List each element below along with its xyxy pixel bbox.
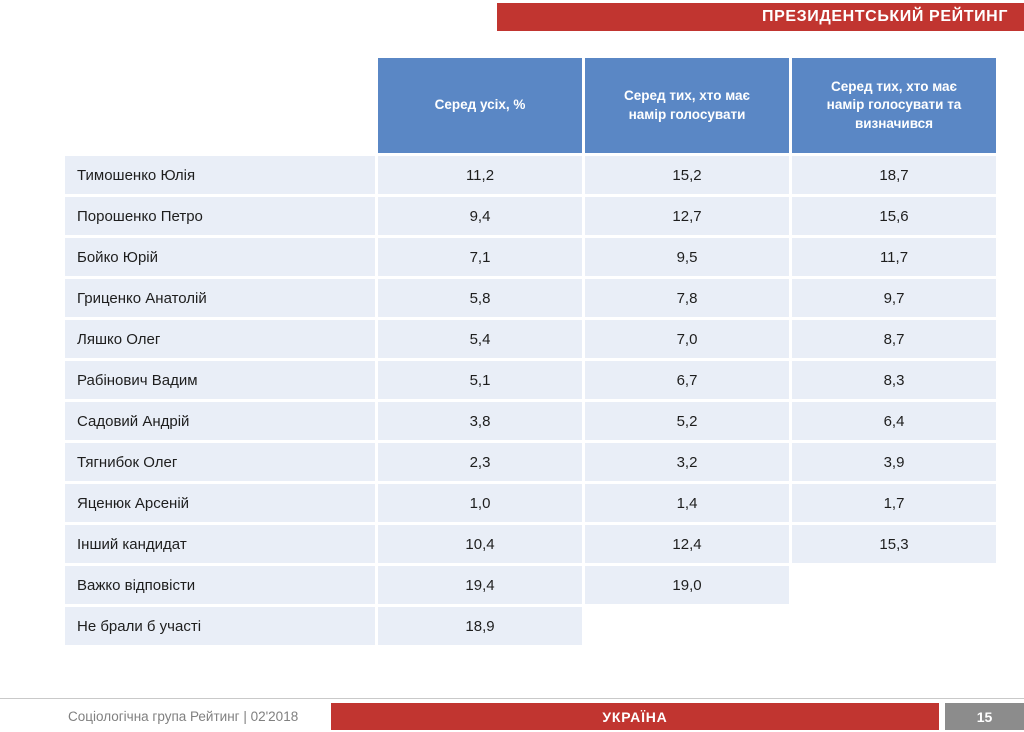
value-intend (585, 607, 789, 645)
value-all: 2,3 (378, 443, 582, 481)
value-intend: 1,4 (585, 484, 789, 522)
footer-divider (0, 698, 1024, 699)
value-intend: 9,5 (585, 238, 789, 276)
footer-region-label: УКРАЇНА (602, 708, 668, 725)
candidate-name: Бойко Юрій (65, 238, 375, 276)
value-all: 9,4 (378, 197, 582, 235)
candidate-name: Ляшко Олег (65, 320, 375, 358)
page-number-box: 15 (945, 703, 1024, 730)
value-decided (792, 566, 996, 604)
column-header-all: Серед усіх, % (378, 58, 582, 153)
value-all: 10,4 (378, 525, 582, 563)
candidate-name: Рабінович Вадим (65, 361, 375, 399)
candidate-name: Тягнибок Олег (65, 443, 375, 481)
value-all: 5,8 (378, 279, 582, 317)
value-decided (792, 607, 996, 645)
value-decided: 18,7 (792, 156, 996, 194)
value-decided: 11,7 (792, 238, 996, 276)
value-decided: 15,6 (792, 197, 996, 235)
candidate-name: Порошенко Петро (65, 197, 375, 235)
value-intend: 12,4 (585, 525, 789, 563)
column-header-decided: Серед тих, хто має намір голосувати та в… (792, 58, 996, 153)
value-intend: 6,7 (585, 361, 789, 399)
value-intend: 7,8 (585, 279, 789, 317)
value-all: 3,8 (378, 402, 582, 440)
value-decided: 9,7 (792, 279, 996, 317)
candidate-name: Яценюк Арсеній (65, 484, 375, 522)
value-intend: 15,2 (585, 156, 789, 194)
value-all: 5,4 (378, 320, 582, 358)
candidate-name: Не брали б участі (65, 607, 375, 645)
value-decided: 15,3 (792, 525, 996, 563)
page-title: ПРЕЗИДЕНТСЬКИЙ РЕЙТИНГ (762, 8, 1008, 25)
title-banner: ПРЕЗИДЕНТСЬКИЙ РЕЙТИНГ (497, 3, 1024, 31)
column-header-intend: Серед тих, хто має намір голосувати (585, 58, 789, 153)
value-all: 7,1 (378, 238, 582, 276)
value-intend: 5,2 (585, 402, 789, 440)
value-intend: 3,2 (585, 443, 789, 481)
footer-source: Соціологічна група Рейтинг | 02'2018 (68, 709, 299, 724)
value-intend: 19,0 (585, 566, 789, 604)
value-decided: 6,4 (792, 402, 996, 440)
rating-table: Серед усіх, % Серед тих, хто має намір г… (65, 58, 996, 645)
value-decided: 1,7 (792, 484, 996, 522)
value-intend: 12,7 (585, 197, 789, 235)
value-all: 11,2 (378, 156, 582, 194)
candidate-name: Важко відповісти (65, 566, 375, 604)
value-intend: 7,0 (585, 320, 789, 358)
value-all: 19,4 (378, 566, 582, 604)
candidate-name: Інший кандидат (65, 525, 375, 563)
value-all: 18,9 (378, 607, 582, 645)
candidate-name: Гриценко Анатолій (65, 279, 375, 317)
value-all: 1,0 (378, 484, 582, 522)
value-decided: 3,9 (792, 443, 996, 481)
page-number: 15 (976, 708, 993, 725)
candidate-name: Тимошенко Юлія (65, 156, 375, 194)
value-all: 5,1 (378, 361, 582, 399)
header-blank-cell (65, 58, 375, 153)
value-decided: 8,3 (792, 361, 996, 399)
candidate-name: Садовий Андрій (65, 402, 375, 440)
footer-region-banner: УКРАЇНА (331, 703, 939, 730)
value-decided: 8,7 (792, 320, 996, 358)
